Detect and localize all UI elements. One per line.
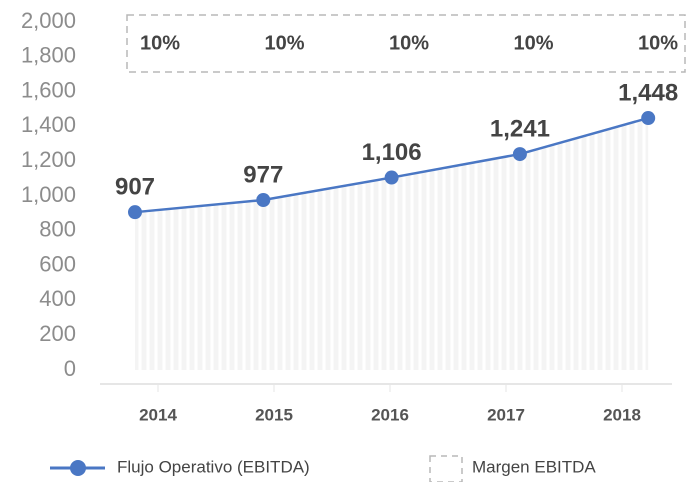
value-label: 1,241: [490, 115, 550, 142]
y-tick-label: 1,800: [21, 43, 76, 68]
x-tick-label: 2016: [371, 405, 409, 424]
y-tick-label: 1,000: [21, 182, 76, 207]
area: [135, 118, 649, 370]
value-label: 1,106: [362, 139, 422, 166]
value-label: 1,448: [618, 79, 678, 106]
legend-label: Margen EBITDA: [472, 457, 596, 476]
y-tick-label: 800: [39, 217, 76, 242]
y-tick-label: 400: [39, 286, 76, 311]
x-tick-label: 2017: [487, 405, 525, 424]
margin-label: 10%: [264, 32, 304, 54]
point: [512, 147, 527, 162]
x-tick-label: 2018: [603, 405, 641, 424]
margin-label: 10%: [638, 32, 678, 54]
y-tick-label: 1,400: [21, 112, 76, 137]
point: [384, 170, 399, 185]
point: [256, 193, 271, 208]
margin-label: 10%: [513, 32, 553, 54]
legend-marker: [70, 460, 86, 476]
value-label: 907: [115, 174, 155, 201]
margin-box: [126, 14, 686, 73]
y-tick-label: 1,600: [21, 77, 76, 102]
legend-marker: [429, 455, 463, 482]
y-tick-label: 2,000: [21, 8, 76, 33]
y-tick-label: 1,200: [21, 147, 76, 172]
y-tick-label: 0: [64, 356, 76, 381]
x-tick-label: 2014: [139, 405, 177, 424]
margin-label: 10%: [140, 32, 180, 54]
value-label: 977: [243, 161, 283, 188]
point: [128, 205, 142, 220]
y-tick-label: 200: [39, 321, 76, 346]
legend-label: Flujo Operativo (EBITDA): [117, 457, 310, 476]
y-tick-label: 600: [39, 251, 76, 276]
point: [641, 111, 656, 126]
margin-label: 10%: [389, 32, 429, 54]
x-tick-label: 2015: [255, 405, 293, 424]
